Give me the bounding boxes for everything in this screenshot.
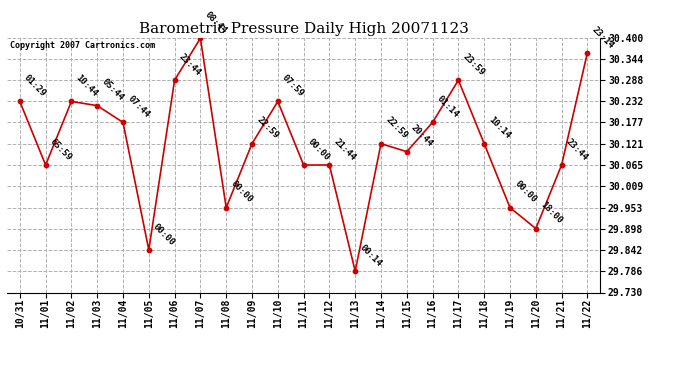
- Text: 01:14: 01:14: [435, 94, 461, 120]
- Text: 07:59: 07:59: [281, 73, 306, 99]
- Text: 00:00: 00:00: [306, 137, 332, 162]
- Point: [531, 225, 542, 231]
- Text: 10:44: 10:44: [75, 73, 99, 99]
- Point: [350, 268, 361, 274]
- Text: 23:59: 23:59: [461, 52, 486, 77]
- Text: 22:59: 22:59: [255, 116, 280, 141]
- Point: [556, 162, 567, 168]
- Text: 18:00: 18:00: [539, 200, 564, 226]
- Point: [582, 50, 593, 56]
- Point: [375, 141, 386, 147]
- Text: 22:59: 22:59: [384, 116, 409, 141]
- Point: [273, 99, 284, 105]
- Point: [453, 77, 464, 83]
- Text: 20:44: 20:44: [410, 123, 435, 149]
- Point: [92, 103, 103, 109]
- Text: 21:44: 21:44: [332, 137, 357, 162]
- Point: [117, 119, 128, 125]
- Point: [298, 162, 309, 168]
- Point: [14, 99, 26, 105]
- Text: Copyright 2007 Cartronics.com: Copyright 2007 Cartronics.com: [10, 41, 155, 50]
- Point: [324, 162, 335, 168]
- Point: [427, 119, 438, 125]
- Text: 07:44: 07:44: [126, 94, 151, 120]
- Point: [66, 99, 77, 105]
- Point: [479, 141, 490, 147]
- Text: 10:14: 10:14: [487, 116, 513, 141]
- Point: [40, 162, 51, 168]
- Point: [221, 205, 232, 211]
- Point: [195, 35, 206, 41]
- Text: 00:00: 00:00: [152, 222, 177, 247]
- Point: [504, 205, 515, 211]
- Text: 08:44: 08:44: [203, 10, 228, 36]
- Text: 23:44: 23:44: [564, 137, 590, 162]
- Text: 05:44: 05:44: [100, 78, 126, 103]
- Text: 23:14: 23:14: [590, 25, 615, 50]
- Point: [402, 148, 413, 154]
- Text: 23:44: 23:44: [177, 52, 203, 77]
- Point: [144, 247, 155, 253]
- Text: 65:59: 65:59: [48, 137, 74, 162]
- Point: [246, 141, 257, 147]
- Point: [169, 77, 180, 83]
- Text: 00:14: 00:14: [358, 243, 384, 268]
- Text: 00:00: 00:00: [229, 180, 255, 205]
- Text: 01:29: 01:29: [23, 73, 48, 99]
- Text: 00:00: 00:00: [513, 180, 538, 205]
- Title: Barometric Pressure Daily High 20071123: Barometric Pressure Daily High 20071123: [139, 22, 469, 36]
